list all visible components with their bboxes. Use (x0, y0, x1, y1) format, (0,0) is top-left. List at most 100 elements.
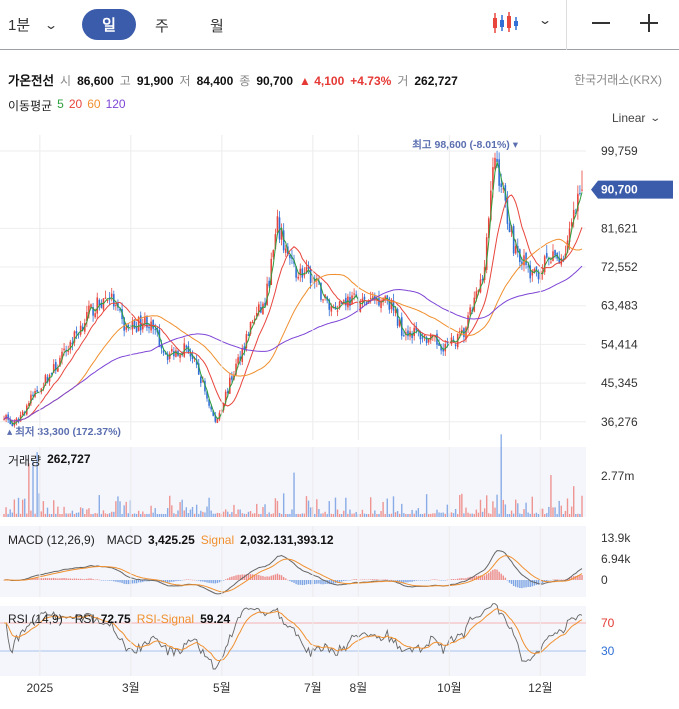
volume-bar (291, 509, 293, 517)
macd-histogram-bar (355, 579, 357, 580)
volume-bar (5, 507, 7, 517)
volume-bar (53, 500, 55, 517)
zoom-in-icon-vertical[interactable] (648, 14, 650, 32)
candle-body (419, 331, 422, 340)
macd-histogram-bar (247, 574, 250, 580)
candle-body (52, 364, 55, 373)
macd-histogram-bar (264, 576, 266, 580)
macd-histogram-bar (253, 574, 256, 580)
volume-bar (30, 510, 32, 517)
candle-body (305, 266, 308, 273)
volume-bar (461, 493, 463, 517)
volume-bar (282, 493, 285, 517)
macd-signal-label: Signal (200, 533, 235, 547)
zoom-out-icon[interactable] (592, 22, 610, 24)
macd-histogram-bar (258, 574, 260, 580)
ma-legend-5: 5 (57, 97, 64, 111)
volume-bar (86, 509, 88, 517)
candle-body (502, 188, 505, 190)
volume-bar (450, 512, 453, 517)
tab-week[interactable]: 주 (155, 18, 169, 35)
volume-bar (297, 513, 299, 517)
volume-label: 거 (397, 74, 409, 88)
chart-type-chevron-down-icon[interactable]: ⌄ (537, 13, 553, 27)
macd-histogram-bar (229, 577, 231, 580)
period-dropdown[interactable]: 1분 ⌄ (8, 14, 58, 35)
macd-histogram-bar (320, 580, 322, 585)
ma-legend-label: 이동평균 (8, 99, 53, 113)
candle-body (550, 261, 552, 263)
macd-histogram-bar (204, 580, 206, 583)
macd-histogram-bar (479, 575, 482, 580)
candle-body (142, 324, 144, 330)
candle-body (231, 376, 233, 380)
candle-body (69, 341, 72, 350)
volume-bar (208, 497, 210, 517)
macd-histogram-bar (560, 579, 562, 581)
macd-histogram-bar (214, 580, 217, 584)
volume-bar (322, 513, 324, 517)
candle-body (521, 261, 523, 265)
volume-bar (108, 513, 111, 517)
macd-histogram-bar (164, 580, 167, 583)
volume-bar (256, 503, 258, 517)
candle-body (421, 337, 424, 339)
volume-bar (533, 513, 536, 517)
macd-histogram-bar (175, 580, 177, 582)
macd-histogram-bar (386, 579, 388, 581)
macd-histogram-bar (278, 574, 281, 580)
macd-histogram-bar (241, 574, 243, 580)
macd-histogram-bar (38, 578, 40, 580)
volume-bar (419, 513, 422, 517)
tab-month[interactable]: 월 (210, 18, 224, 35)
macd-histogram-bar (405, 580, 407, 583)
volume-bar (90, 513, 92, 517)
macd-histogram-bar (88, 578, 90, 580)
macd-histogram-bar (328, 580, 330, 585)
candle-body (148, 326, 150, 329)
candle-body (469, 307, 471, 315)
macd-histogram-bar (550, 580, 552, 581)
candlestick-chart-icon[interactable] (492, 10, 520, 36)
macd-histogram-bar (382, 579, 384, 581)
volume-bar (504, 504, 507, 517)
macd-histogram-bar (552, 579, 554, 581)
moving-average-legend[interactable]: 이동평균 5 20 60 120 (8, 97, 126, 114)
candle-body (46, 377, 49, 383)
macd-histogram-bar (483, 575, 486, 580)
macd-histogram-bar (434, 579, 436, 580)
candle-body (61, 351, 63, 360)
volume-bar (84, 513, 86, 517)
candle-body (394, 309, 397, 314)
candle-body (104, 297, 107, 299)
volume-bar (324, 511, 326, 517)
macd-histogram-bar (316, 580, 318, 584)
candle-body (247, 334, 250, 336)
candle-body (237, 357, 239, 364)
volume-bar (266, 513, 268, 517)
volume-bar (469, 513, 471, 517)
volume-bar (326, 513, 328, 517)
macd-axis-label: 6.94k (601, 552, 631, 566)
candle-body (415, 326, 418, 331)
candle-body (224, 391, 227, 403)
macd-histogram-bar (374, 579, 376, 580)
candle-body (330, 306, 333, 312)
macd-histogram-bar (554, 579, 556, 580)
scale-selector[interactable]: Linear ⌄ (612, 111, 661, 125)
volume-bar (568, 513, 571, 517)
candle-body (206, 391, 208, 399)
macd-histogram-bar (324, 580, 326, 585)
candle-body (405, 332, 407, 335)
candle-body (564, 253, 567, 258)
volume-bar (498, 513, 500, 517)
candle-body (498, 159, 500, 186)
tab-day[interactable]: 일 (82, 9, 136, 40)
volume-bar (227, 511, 229, 517)
volume-bar (432, 513, 434, 517)
volume-bar (140, 513, 142, 517)
ma-legend-20: 20 (68, 97, 83, 111)
macd-histogram-bar (280, 575, 283, 580)
volume-bar (69, 513, 71, 517)
